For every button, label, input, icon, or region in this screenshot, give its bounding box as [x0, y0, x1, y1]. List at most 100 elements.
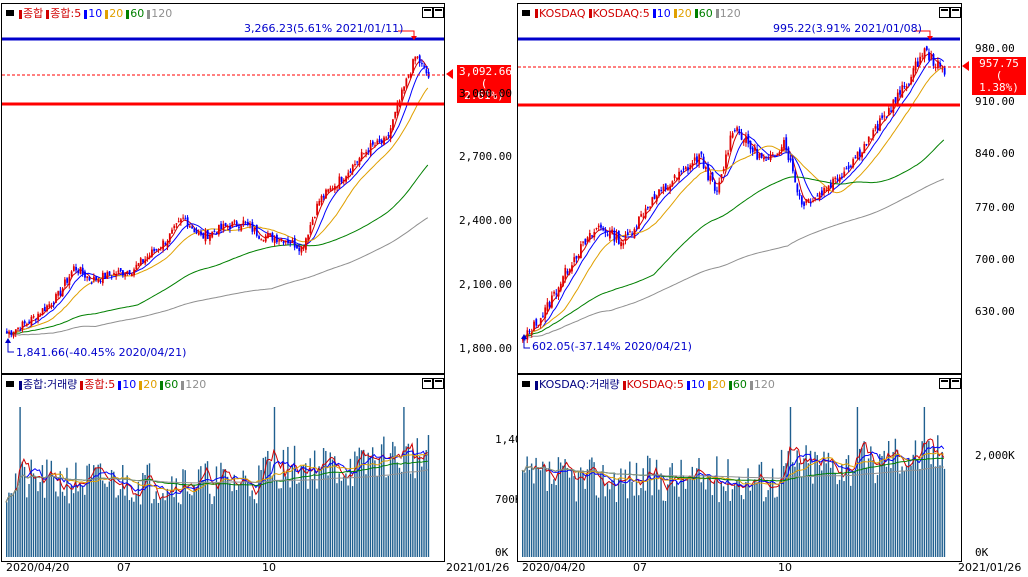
volume-bar: [360, 450, 363, 557]
volume-bar: [209, 493, 211, 557]
candle-body: [349, 170, 352, 173]
volume-bar: [6, 502, 8, 557]
candle-body: [881, 115, 884, 119]
volume-bar: [821, 470, 823, 557]
candle-body: [622, 242, 625, 246]
candle-body: [253, 227, 256, 232]
candle-body: [823, 187, 826, 194]
candle-body: [396, 103, 399, 114]
candle-body: [530, 332, 533, 334]
volume-bar: [881, 455, 883, 557]
candle-body: [704, 167, 707, 170]
candle-body: [769, 154, 772, 161]
candle-body: [209, 234, 211, 241]
candle-body: [778, 152, 781, 155]
candle-body: [345, 176, 347, 182]
candle-body: [269, 233, 272, 236]
volume-bar: [171, 476, 173, 557]
minimize-button[interactable]: [939, 378, 950, 389]
right-volume-legend: KOSDAQ:거래량 KOSDAQ:5 10 20 60 120: [522, 377, 778, 391]
volume-bar: [689, 477, 691, 557]
candle-body: [12, 332, 15, 337]
volume-bar: [197, 469, 200, 557]
axis-tick-label: 0K: [975, 546, 989, 559]
left-current-change: ( 2.61%): [464, 77, 504, 102]
volume-bar: [331, 459, 334, 557]
volume-bar: [615, 502, 618, 557]
candle-body: [575, 255, 578, 259]
candle-body: [242, 220, 245, 225]
volume-bar: [872, 460, 874, 557]
ma-10-line: [521, 57, 945, 339]
volume-bar: [50, 460, 53, 557]
left-volume-panel[interactable]: 종합:거래량 종합:5 10 20 60 120: [1, 374, 445, 562]
candle-body: [615, 233, 618, 240]
volume-bar: [729, 500, 731, 557]
volume-bar: [300, 466, 302, 557]
candle-body: [218, 224, 220, 235]
candle-body: [155, 249, 158, 251]
axis-tick-label: 2,400.00: [459, 214, 512, 227]
right-volume-panel[interactable]: KOSDAQ:거래량 KOSDAQ:5 10 20 60 120: [517, 374, 962, 562]
close-button[interactable]: [433, 7, 444, 18]
volume-bar: [66, 467, 68, 557]
volume-bar: [215, 466, 218, 557]
volume-bar: [90, 477, 93, 557]
candle-body: [300, 246, 303, 253]
close-button[interactable]: [950, 7, 961, 18]
minimize-button[interactable]: [422, 7, 433, 18]
candle-body: [916, 61, 919, 67]
candle-body: [919, 56, 922, 65]
volume-bar: [818, 465, 821, 557]
candle-body: [173, 225, 176, 229]
left-price-panel[interactable]: 종합 종합:5 10 20 60 120 3,266.23(5.61% 2021/01/1…: [1, 3, 445, 374]
volume-bar: [128, 500, 131, 557]
volume-bar: [662, 500, 664, 557]
volume-bar: [879, 454, 881, 557]
volume-bar: [678, 496, 680, 557]
axis-tick-label: 770.00: [975, 201, 1015, 214]
minimize-button[interactable]: [422, 378, 433, 389]
right-date-jul: 07: [633, 561, 647, 574]
candle-body: [206, 229, 209, 239]
candle-body: [537, 324, 540, 326]
close-button[interactable]: [950, 378, 961, 389]
candle-body: [302, 247, 305, 249]
close-button[interactable]: [433, 378, 444, 389]
volume-bar: [624, 469, 627, 557]
candle-body: [593, 231, 596, 238]
candle-body: [684, 167, 687, 170]
volume-bar: [164, 500, 166, 557]
candle-body: [874, 126, 877, 129]
minimize-button[interactable]: [939, 7, 950, 18]
candle-body: [749, 140, 752, 150]
candle-body: [883, 115, 886, 117]
candle-body: [162, 240, 165, 250]
candle-body: [276, 234, 278, 243]
volume-bar: [704, 489, 707, 557]
axis-tick-label: 2,000K: [975, 449, 1015, 462]
volume-bar: [698, 457, 700, 557]
volume-bar: [383, 436, 385, 557]
volume-bar: [829, 467, 832, 557]
candle-body: [557, 287, 560, 297]
candle-body: [847, 165, 850, 169]
volume-bar: [642, 468, 644, 557]
right-price-panel[interactable]: KOSDAQ KOSDAQ:5 10 20 60 120 995.22(3.91% 202…: [517, 3, 962, 374]
candle-body: [231, 222, 234, 227]
candle-body: [284, 240, 287, 243]
legend-item: 60: [130, 7, 145, 20]
candle-body: [794, 171, 797, 183]
candle-body: [238, 227, 240, 229]
candle-body: [8, 331, 11, 335]
volume-bar: [745, 481, 747, 557]
candle-body: [307, 234, 310, 241]
volume-bar: [883, 450, 885, 557]
candle-body: [767, 158, 770, 160]
candle-body: [222, 224, 225, 231]
right-high-note: 995.22(3.91% 2021/01/08): [773, 22, 922, 35]
left-volume-chart: [5, 407, 430, 557]
candle-body: [894, 97, 897, 103]
volume-bar: [564, 459, 566, 557]
volume-bar: [553, 479, 555, 557]
